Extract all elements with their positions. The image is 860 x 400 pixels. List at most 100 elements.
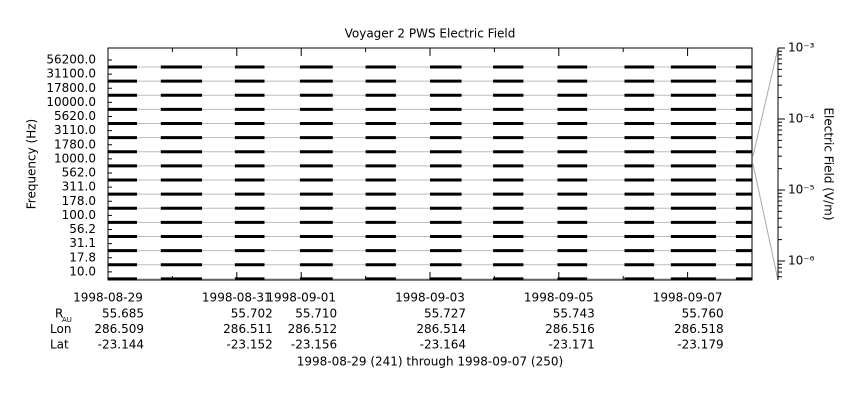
x-tick-label: 1998-09-05 bbox=[524, 291, 594, 305]
data-segment bbox=[670, 122, 716, 125]
data-segment bbox=[234, 79, 265, 83]
ephemeris-value: 286.514 bbox=[416, 322, 466, 336]
data-segment bbox=[493, 235, 524, 238]
y2-tick-label: 10⁻⁴ bbox=[788, 111, 815, 125]
data-segment bbox=[735, 277, 752, 281]
data-segment bbox=[299, 277, 333, 281]
data-segment bbox=[234, 136, 265, 140]
data-segment bbox=[493, 263, 524, 267]
data-segment bbox=[234, 277, 265, 281]
data-segment bbox=[735, 65, 752, 69]
data-segment bbox=[160, 107, 203, 111]
data-segment bbox=[299, 150, 333, 154]
ephemeris-value: -23.144 bbox=[98, 338, 144, 352]
data-segment bbox=[493, 220, 524, 224]
ephemeris-value: -23.152 bbox=[226, 338, 272, 352]
data-segment bbox=[234, 122, 265, 125]
data-segment bbox=[430, 150, 462, 154]
data-segment bbox=[234, 164, 265, 168]
data-segment bbox=[430, 107, 462, 111]
data-segment bbox=[365, 79, 396, 83]
ephemeris-label-subscript: AU bbox=[62, 316, 72, 324]
y-tick-label: 3110.0 bbox=[54, 123, 96, 137]
data-segment bbox=[557, 136, 588, 140]
data-segment bbox=[557, 122, 588, 125]
data-segment bbox=[365, 65, 396, 69]
data-segment bbox=[160, 192, 203, 196]
data-segment bbox=[670, 263, 716, 267]
data-segment bbox=[108, 235, 137, 238]
data-segment bbox=[557, 164, 588, 168]
y-tick-label: 56200.0 bbox=[46, 53, 96, 67]
data-segment bbox=[493, 65, 524, 69]
x-tick-label: 1998-08-29 bbox=[73, 291, 143, 305]
data-segment bbox=[108, 220, 137, 224]
data-segment bbox=[557, 107, 588, 111]
data-segment bbox=[670, 249, 716, 253]
data-segment bbox=[430, 206, 462, 210]
ephemeris-value: 55.727 bbox=[424, 307, 466, 321]
plot-frame bbox=[107, 47, 753, 281]
data-segment bbox=[365, 136, 396, 140]
data-segment bbox=[557, 263, 588, 267]
data-segment bbox=[160, 249, 203, 253]
data-segment bbox=[557, 220, 588, 224]
data-segment bbox=[670, 79, 716, 83]
data-segment bbox=[624, 263, 655, 267]
data-segment bbox=[108, 164, 137, 168]
data-segment bbox=[624, 235, 655, 238]
data-segment bbox=[365, 220, 396, 224]
data-segment bbox=[557, 249, 588, 253]
y-tick-label: 10.0 bbox=[69, 264, 96, 278]
data-segment bbox=[624, 178, 655, 182]
y-tick-label: 1780.0 bbox=[54, 137, 96, 151]
y-tick-label: 5620.0 bbox=[54, 109, 96, 123]
data-segment bbox=[108, 150, 137, 154]
data-segment bbox=[557, 93, 588, 97]
data-segment bbox=[365, 263, 396, 267]
data-segment bbox=[365, 164, 396, 168]
data-segment bbox=[493, 249, 524, 253]
data-segment bbox=[160, 206, 203, 210]
ephemeris-value: 286.516 bbox=[545, 322, 595, 336]
data-segment bbox=[234, 263, 265, 267]
zoom-line bbox=[752, 47, 779, 157]
data-segment bbox=[670, 277, 716, 281]
data-segment bbox=[299, 220, 333, 224]
data-segment bbox=[160, 122, 203, 125]
data-segment bbox=[430, 263, 462, 267]
data-segment bbox=[160, 65, 203, 69]
x-tick-label: 1998-09-01 bbox=[266, 291, 336, 305]
ephemeris-value: 286.512 bbox=[288, 322, 338, 336]
data-segment bbox=[108, 192, 137, 196]
data-segment bbox=[735, 164, 752, 168]
data-segment bbox=[365, 178, 396, 182]
data-segment bbox=[430, 235, 462, 238]
data-segment bbox=[108, 93, 137, 97]
data-segment bbox=[624, 277, 655, 281]
y-tick-label: 56.2 bbox=[69, 222, 96, 236]
data-segment bbox=[493, 107, 524, 111]
data-segment bbox=[430, 192, 462, 196]
data-segment bbox=[108, 249, 137, 253]
y-tick-label: 562.0 bbox=[62, 166, 96, 180]
data-segment bbox=[735, 249, 752, 253]
data-segment bbox=[299, 164, 333, 168]
data-segment bbox=[735, 107, 752, 111]
data-segment bbox=[299, 93, 333, 97]
ephemeris-value: 55.760 bbox=[682, 307, 724, 321]
y2-axis-label: Electric Field (V/m) bbox=[822, 107, 836, 220]
y-tick-label: 178.0 bbox=[62, 194, 96, 208]
y-tick-label: 31100.0 bbox=[46, 67, 96, 81]
data-segment bbox=[670, 107, 716, 111]
data-segment bbox=[735, 122, 752, 125]
x-tick-label: 1998-08-31 bbox=[202, 291, 272, 305]
data-segment bbox=[735, 206, 752, 210]
data-segment bbox=[108, 206, 137, 210]
data-segment bbox=[365, 150, 396, 154]
data-segment bbox=[365, 235, 396, 238]
data-segment bbox=[299, 122, 333, 125]
data-segment bbox=[365, 206, 396, 210]
data-segment bbox=[735, 235, 752, 238]
y2-tick-label: 10⁻⁵ bbox=[788, 182, 815, 196]
